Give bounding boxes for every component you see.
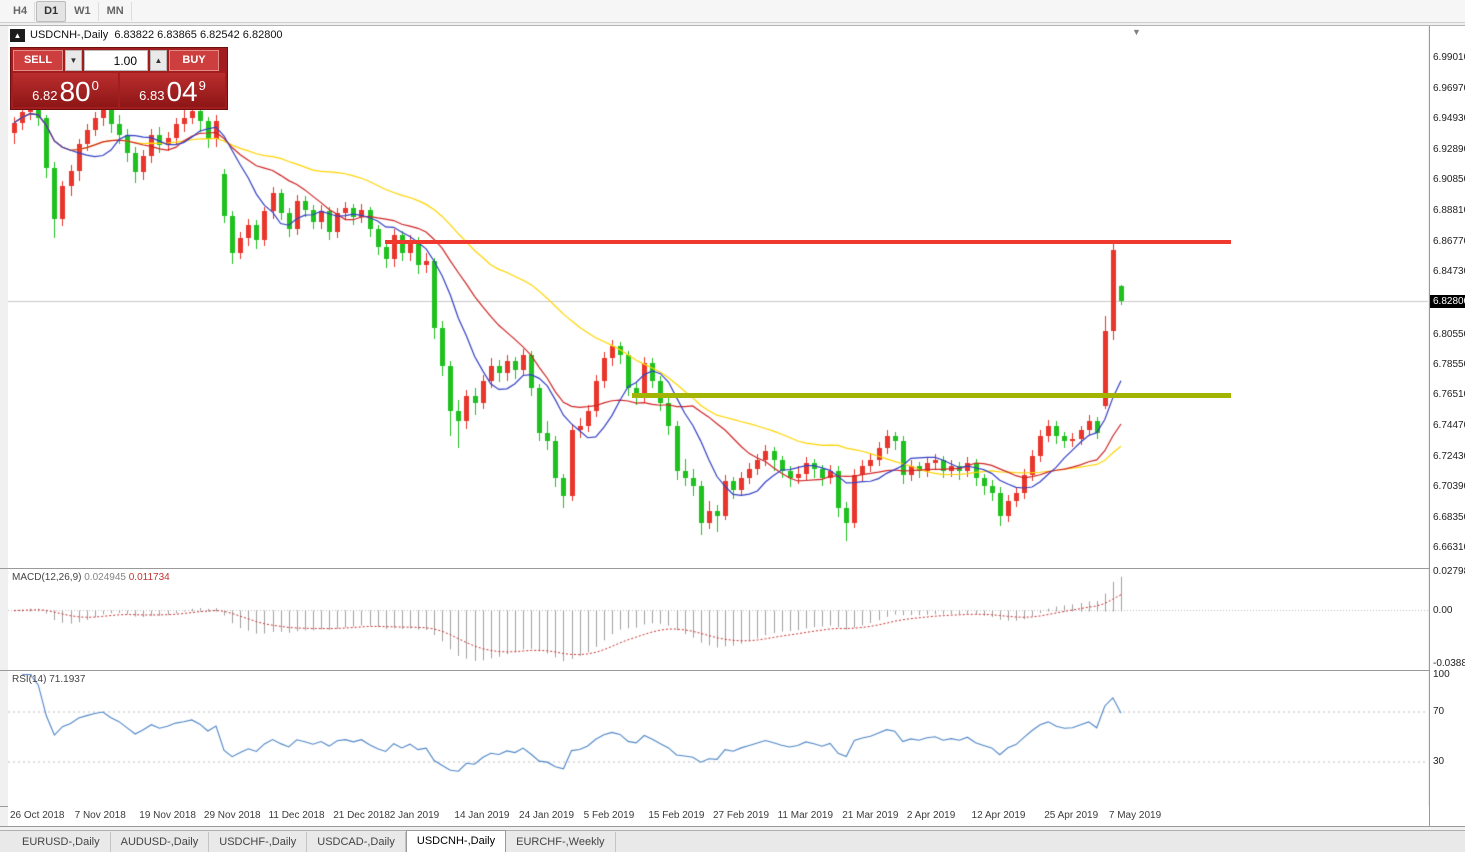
date-label: 24 Jan 2019 [519,810,575,821]
price-tick: 6.80550 [1433,328,1465,340]
volume-increase-button[interactable]: ▲ [150,50,167,71]
macd-pane-label: MACD(12,26,9) 0.024945 0.011734 [12,572,170,583]
price-tick: 6.86770 [1433,235,1465,247]
date-label: 15 Feb 2019 [648,810,705,821]
volume-dropdown-button[interactable]: ▼ [65,50,82,71]
timeframe-button-w1[interactable]: W1 [67,1,99,21]
date-label: 7 Nov 2018 [74,810,126,821]
date-label: 25 Apr 2019 [1044,810,1099,821]
chart-shift-icon[interactable]: ▼ [1132,27,1141,37]
chart-tab-usdcad-daily[interactable]: USDCAD-,Daily [307,832,406,852]
chart-tab-eurusd-daily[interactable]: EURUSD-,Daily [12,832,111,852]
price-tick: 6.84730 [1433,266,1465,278]
trade-controls-row: SELL ▼ ▲ BUY [13,50,225,71]
date-label: 7 May 2019 [1108,810,1162,821]
chart-frame-bottom-border [0,826,1465,827]
timeframe-toolbar: H4 D1 W1 MN [0,0,1465,23]
chart-tab-usdchf-daily[interactable]: USDCHF-,Daily [209,832,308,852]
date-label: 26 Oct 2018 [10,810,65,821]
chart-frame-top-border [0,25,1465,26]
buy-price-pips: 04 [166,76,198,107]
timeframe-button-mn[interactable]: MN [100,1,132,21]
rsi-name: RSI(14) [12,674,47,685]
buy-price-base: 6.83 [139,88,165,103]
price-tick: 6.76510 [1433,389,1465,401]
timeframe-button-d1[interactable]: D1 [36,0,67,22]
price-tick: 6.78550 [1433,358,1465,370]
date-label: 2 Apr 2019 [906,810,956,821]
date-label: 5 Feb 2019 [583,810,635,821]
rsi-pane-separator[interactable] [0,670,1465,671]
chevron-up-icon: ▲ [154,56,163,65]
buy-price-point: 9 [198,78,206,93]
macd-name: MACD(12,26,9) [12,572,82,583]
one-click-panel-toggle[interactable]: ▲ [10,29,25,42]
rsi-pane-label: RSI(14) 71.1937 [12,674,85,685]
price-tick: 6.70390 [1433,481,1465,493]
one-click-trading-panel: SELL ▼ ▲ BUY 6.82 80 0 6.83 04 9 [10,47,228,110]
rsi-scale-tick: 70 [1433,706,1445,717]
date-label: 14 Jan 2019 [454,810,510,821]
price-tick: 6.68350 [1433,511,1465,523]
buy-price-display[interactable]: 6.83 04 9 [120,73,225,107]
sell-button[interactable]: SELL [13,50,63,71]
price-tick: 6.92890 [1433,143,1465,155]
price-tick: 6.96970 [1433,82,1465,94]
chevron-down-icon: ▼ [69,56,78,65]
macd-scale-tick: -0.038874 [1433,657,1465,669]
date-label: 21 Mar 2019 [842,810,899,821]
date-label: 11 Mar 2019 [777,810,833,821]
price-tick: 6.99010 [1433,52,1465,64]
current-price-tag: 6.82800 [1430,294,1465,308]
buy-button[interactable]: BUY [169,50,219,71]
resistance-line[interactable] [385,239,1231,244]
sell-price-base: 6.82 [32,88,58,103]
support-line[interactable] [632,393,1231,399]
rsi-scale-tick: 30 [1433,756,1445,767]
date-label: 12 Apr 2019 [971,810,1026,821]
date-label: 21 Dec 2018 [333,810,390,821]
macd-value: 0.024945 [84,572,126,583]
price-scale[interactable]: 6.82800 6.99010 6.96970 6.94930 6.92890 6.90… [1429,26,1465,826]
date-label: 27 Feb 2019 [712,810,770,821]
sell-price-pips: 80 [59,76,91,107]
chart-canvas[interactable] [8,26,1428,806]
macd-scale-tick: 0.027984 [1433,566,1465,577]
date-axis[interactable]: 26 Oct 2018 7 Nov 2018 19 Nov 2018 29 Nov 2… [8,806,1429,826]
price-tick: 6.88810 [1433,205,1465,217]
price-tick: 6.74470 [1433,420,1465,431]
chart-tab-usdcnh-daily[interactable]: USDCNH-,Daily [405,830,507,852]
price-tick: 6.90850 [1433,174,1465,186]
timeframe-button-h4[interactable]: H4 [6,1,36,21]
chart-tab-eurchf-weekly[interactable]: EURCHF-,Weekly [506,832,616,852]
rsi-value: 71.1937 [49,674,86,685]
price-tick: 6.94930 [1433,113,1465,125]
date-label: 19 Nov 2018 [139,810,196,821]
date-label: 11 Dec 2018 [268,810,325,821]
date-label: 2 Jan 2019 [389,810,440,821]
trade-quotes-row: 6.82 80 0 6.83 04 9 [13,73,225,107]
chart-tab-bar: EURUSD-,Daily AUDUSD-,Daily USDCHF-,Daily U… [0,830,1465,852]
price-tick: 6.72430 [1433,450,1465,462]
collapse-arrow-icon: ▲ [13,31,22,40]
sell-price-display[interactable]: 6.82 80 0 [13,73,118,107]
chart-tab-audusd-daily[interactable]: AUDUSD-,Daily [111,832,210,852]
macd-pane-separator[interactable] [0,568,1465,569]
volume-input[interactable] [84,50,148,71]
sell-price-point: 0 [91,78,99,93]
macd-scale-tick: 0.00 [1433,604,1453,616]
macd-signal-value: 0.011734 [128,572,170,583]
quote-title: USDCNH-,Daily 6.83822 6.83865 6.82542 6.… [30,29,283,41]
date-label: 29 Nov 2018 [203,810,261,821]
rsi-scale-tick: 100 [1433,668,1450,680]
